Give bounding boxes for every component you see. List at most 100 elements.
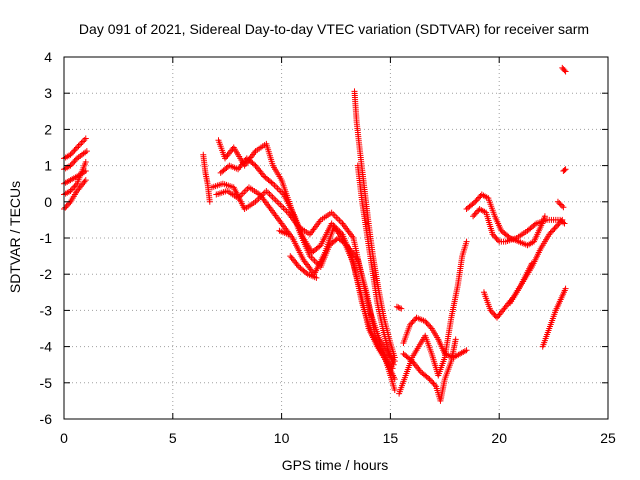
data-point-marker — [490, 232, 497, 239]
data-point-marker — [552, 224, 559, 231]
y-tick-label: 0 — [44, 194, 52, 210]
data-point-marker — [427, 377, 434, 384]
data-point-marker — [427, 324, 434, 331]
data-point-marker — [494, 237, 501, 244]
data-point-marker — [531, 221, 538, 228]
data-point-marker — [431, 381, 438, 388]
data-point-marker — [528, 260, 535, 267]
data-point-marker — [547, 229, 554, 236]
y-tick-label: -2 — [40, 266, 53, 282]
data-point-marker — [410, 317, 417, 324]
data-point-marker — [72, 156, 79, 163]
data-point-marker — [560, 204, 567, 211]
data-point-marker — [398, 305, 405, 312]
y-tick-label: -1 — [40, 230, 53, 246]
data-point-marker — [408, 320, 415, 327]
data-point-marker — [313, 274, 320, 281]
data-point-marker — [71, 183, 78, 190]
data-point-marker — [561, 167, 568, 174]
data-point-marker — [559, 216, 566, 223]
data-point-marker — [391, 376, 398, 383]
grid-lines — [64, 57, 608, 419]
data-point-marker — [407, 356, 414, 363]
x-tick-label: 15 — [383, 430, 399, 446]
data-point-marker — [70, 159, 77, 166]
data-point-marker — [550, 227, 557, 234]
data-point-marker — [493, 235, 500, 242]
chart-title: Day 091 of 2021, Sidereal Day-to-day VTE… — [79, 21, 589, 37]
data-point-marker — [487, 307, 494, 314]
data-point-marker — [82, 135, 89, 142]
data-point-marker — [492, 234, 499, 241]
y-tick-label: 4 — [44, 49, 52, 65]
data-point-marker — [489, 231, 496, 238]
data-point-marker — [72, 182, 79, 189]
data-point-marker — [68, 150, 75, 157]
data-point-marker — [490, 310, 497, 317]
data-point-marker — [557, 218, 564, 225]
data-point-marker — [556, 219, 563, 226]
data-point-marker — [70, 148, 77, 155]
data-point-marker — [83, 148, 90, 155]
data-point-marker — [470, 200, 477, 207]
data-point-marker — [452, 336, 459, 343]
y-axis-label: SDTVAR / TECUs — [7, 181, 23, 293]
data-point-marker — [557, 201, 564, 208]
data-point-marker — [391, 387, 398, 394]
data-point-marker — [470, 213, 477, 220]
y-tick-label: -5 — [40, 375, 53, 391]
data-point-marker — [463, 238, 470, 245]
data-point-marker — [488, 308, 495, 315]
data-point-marker — [66, 200, 73, 207]
data-point-marker — [285, 231, 292, 238]
data-point-marker — [562, 285, 569, 292]
data-point-marker — [505, 233, 512, 240]
data-point-marker — [425, 374, 432, 381]
data-point-marker — [251, 161, 258, 168]
data-point-marker — [395, 304, 402, 311]
x-tick-labels: 0 5 10 15 20 25 — [60, 430, 616, 446]
y-tick-label: 3 — [44, 85, 52, 101]
x-tick-label: 5 — [169, 430, 177, 446]
data-point-marker — [430, 380, 437, 387]
data-point-marker — [206, 198, 213, 205]
data-point-marker — [471, 211, 478, 218]
data-point-marker — [68, 161, 75, 168]
y-tick-label: -6 — [40, 411, 53, 427]
data-point-marker — [472, 210, 479, 217]
y-tick-label: -3 — [40, 302, 53, 318]
data-point-marker — [82, 168, 89, 175]
axis-ticks — [63, 56, 609, 420]
data-point-marker — [476, 194, 483, 201]
data-point-marker — [426, 376, 433, 383]
data-point-marker — [422, 318, 429, 325]
data-point-marker — [463, 347, 470, 354]
data-point-marker — [71, 158, 78, 165]
data-point-marker — [393, 303, 400, 310]
data-point-marker — [316, 243, 323, 250]
data-point-marker — [555, 221, 562, 228]
data-point-marker — [390, 361, 397, 368]
data-point-marker — [82, 177, 89, 184]
data-point-marker — [548, 228, 555, 235]
data-point-marker — [424, 321, 431, 328]
x-tick-label: 20 — [491, 430, 507, 446]
data-point-marker — [561, 67, 568, 74]
data-point-marker — [426, 322, 433, 329]
data-point-marker — [64, 201, 71, 208]
data-point-marker — [303, 269, 310, 276]
x-tick-label: 25 — [600, 430, 616, 446]
data-point-marker — [554, 198, 561, 205]
data-point-marker — [554, 222, 561, 229]
data-point-marker — [491, 311, 498, 318]
data-point-marker — [474, 208, 481, 215]
y-tick-label: 1 — [44, 158, 52, 174]
data-point-marker — [556, 200, 563, 207]
data-point-marker — [472, 198, 479, 205]
data-point-marker — [62, 204, 69, 211]
data-point-marker — [551, 225, 558, 232]
data-point-marker — [429, 379, 436, 386]
data-point-marker — [72, 145, 79, 152]
x-tick-label: 0 — [60, 430, 68, 446]
